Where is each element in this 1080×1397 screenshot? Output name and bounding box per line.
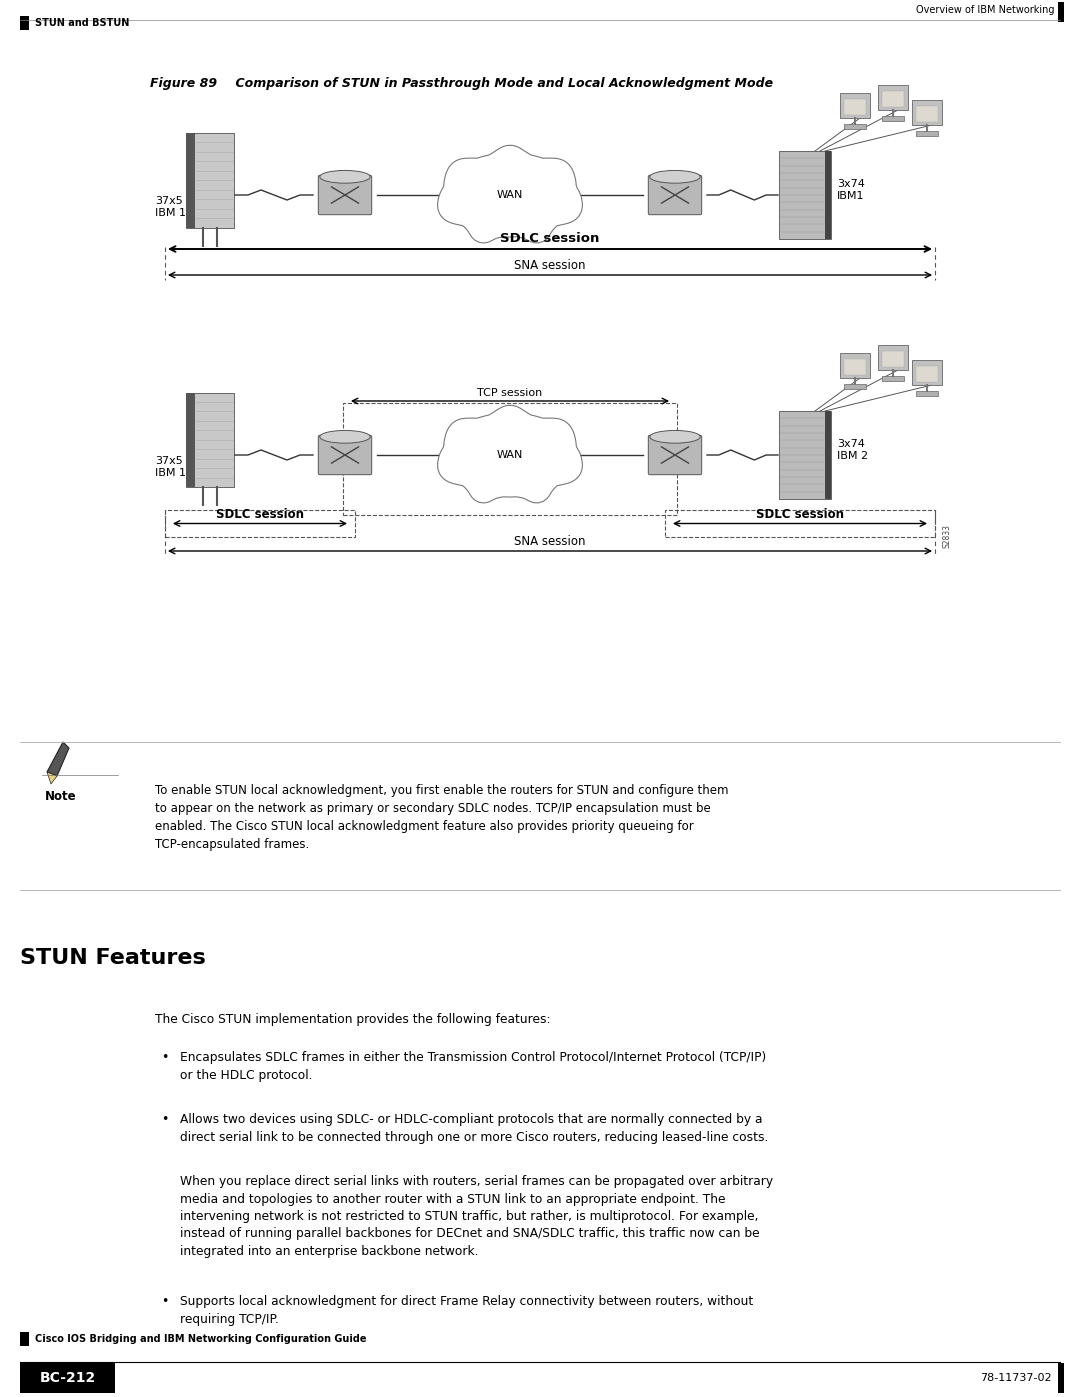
Text: Overview of IBM Networking: Overview of IBM Networking	[917, 6, 1055, 15]
Bar	[21, 15, 29, 29]
Text: To enable STUN local acknowledgment, you first enable the routers for STUN and c: To enable STUN local acknowledgment, you…	[156, 784, 729, 851]
Text: 3x74
IBM1: 3x74 IBM1	[837, 179, 865, 201]
Ellipse shape	[320, 430, 370, 443]
Polygon shape	[437, 145, 582, 243]
FancyBboxPatch shape	[881, 116, 904, 122]
Text: STUN Features: STUN Features	[21, 949, 206, 968]
Text: 37x5
IBM 1: 37x5 IBM 1	[156, 457, 186, 478]
Text: Comparison of STUN in Passthrough Mode and Local Acknowledgment Mode: Comparison of STUN in Passthrough Mode a…	[218, 77, 773, 89]
Text: Note: Note	[45, 789, 77, 803]
Text: SDLC session: SDLC session	[500, 232, 599, 244]
Text: WAN: WAN	[497, 190, 523, 200]
Text: Encapsulates SDLC frames in either the Transmission Control Protocol/Internet Pr: Encapsulates SDLC frames in either the T…	[180, 1051, 766, 1081]
Text: BC-212: BC-212	[40, 1370, 96, 1384]
Text: Figure 89: Figure 89	[150, 77, 217, 89]
FancyBboxPatch shape	[186, 133, 234, 228]
FancyBboxPatch shape	[843, 384, 866, 390]
Polygon shape	[48, 773, 57, 784]
Polygon shape	[48, 742, 69, 775]
FancyBboxPatch shape	[878, 85, 908, 110]
Text: Allows two devices using SDLC- or HDLC-compliant protocols that are normally con: Allows two devices using SDLC- or HDLC-c…	[180, 1113, 768, 1144]
FancyBboxPatch shape	[186, 393, 234, 488]
Text: SNA session: SNA session	[514, 535, 585, 548]
Text: SDLC session: SDLC session	[756, 507, 843, 521]
FancyBboxPatch shape	[825, 411, 831, 499]
FancyBboxPatch shape	[840, 94, 870, 117]
FancyBboxPatch shape	[878, 345, 908, 370]
FancyBboxPatch shape	[186, 393, 194, 488]
FancyBboxPatch shape	[881, 376, 904, 381]
FancyBboxPatch shape	[648, 436, 702, 475]
Text: Cisco IOS Bridging and IBM Networking Configuration Guide: Cisco IOS Bridging and IBM Networking Co…	[35, 1334, 366, 1344]
Text: The Cisco STUN implementation provides the following features:: The Cisco STUN implementation provides t…	[156, 1013, 551, 1025]
FancyBboxPatch shape	[912, 101, 942, 124]
FancyBboxPatch shape	[912, 360, 942, 386]
Bar	[165, 510, 355, 536]
Bar	[665, 510, 935, 536]
FancyBboxPatch shape	[648, 175, 702, 215]
FancyBboxPatch shape	[916, 391, 939, 397]
Text: WAN: WAN	[497, 450, 523, 460]
Text: STUN and BSTUN: STUN and BSTUN	[35, 18, 130, 28]
FancyBboxPatch shape	[319, 436, 372, 475]
Ellipse shape	[320, 170, 370, 183]
FancyBboxPatch shape	[916, 106, 939, 122]
Bar	[1058, 1363, 1064, 1393]
FancyBboxPatch shape	[779, 151, 831, 239]
Text: S2833: S2833	[942, 524, 951, 548]
FancyBboxPatch shape	[840, 353, 870, 379]
Text: TCP session: TCP session	[477, 388, 542, 398]
Text: When you replace direct serial links with routers, serial frames can be propagat: When you replace direct serial links wit…	[180, 1175, 773, 1259]
Text: •: •	[161, 1051, 168, 1065]
FancyBboxPatch shape	[186, 133, 194, 228]
Polygon shape	[437, 405, 582, 503]
FancyBboxPatch shape	[881, 91, 904, 108]
Text: Supports local acknowledgment for direct Frame Relay connectivity between router: Supports local acknowledgment for direct…	[180, 1295, 753, 1326]
Text: 37x5
IBM 1: 37x5 IBM 1	[156, 196, 186, 218]
Text: 78-11737-02: 78-11737-02	[981, 1373, 1052, 1383]
Text: •: •	[161, 1295, 168, 1308]
Text: •: •	[161, 1113, 168, 1126]
FancyBboxPatch shape	[825, 151, 831, 239]
Ellipse shape	[650, 430, 700, 443]
FancyBboxPatch shape	[843, 99, 866, 115]
Bar	[21, 1363, 114, 1393]
FancyBboxPatch shape	[843, 124, 866, 130]
Text: SDLC session: SDLC session	[216, 507, 303, 521]
Ellipse shape	[650, 170, 700, 183]
Bar	[1058, 1, 1064, 22]
Bar	[343, 402, 677, 515]
FancyBboxPatch shape	[843, 359, 866, 374]
FancyBboxPatch shape	[881, 351, 904, 367]
FancyBboxPatch shape	[916, 131, 939, 137]
FancyBboxPatch shape	[779, 411, 831, 499]
Text: 3x74
IBM 2: 3x74 IBM 2	[837, 439, 868, 461]
Text: SNA session: SNA session	[514, 258, 585, 272]
FancyBboxPatch shape	[319, 175, 372, 215]
FancyBboxPatch shape	[916, 366, 939, 381]
Bar	[21, 1331, 29, 1345]
